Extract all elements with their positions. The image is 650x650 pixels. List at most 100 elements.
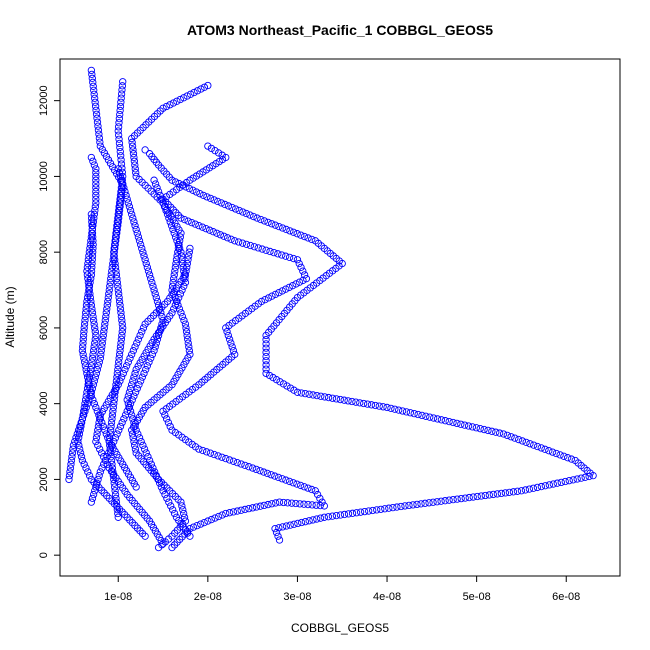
data-point [289, 479, 297, 487]
data-point [89, 396, 97, 404]
data-point [185, 343, 193, 351]
data-point [231, 237, 239, 245]
data-point [283, 382, 291, 390]
data-point [114, 362, 122, 370]
data-point [227, 339, 235, 347]
data-point [159, 199, 167, 207]
data-point [145, 358, 153, 366]
data-point [117, 156, 125, 164]
data-point [229, 508, 238, 516]
data-point [196, 190, 204, 198]
data-point [168, 543, 176, 552]
data-point [473, 492, 481, 501]
data-point [176, 290, 185, 298]
data-point [168, 309, 176, 317]
data-point [105, 286, 113, 294]
data-point [140, 369, 148, 378]
data-point [258, 245, 266, 253]
data-point [118, 164, 126, 172]
data-point [117, 309, 125, 317]
data-point [260, 468, 268, 476]
data-point [97, 449, 106, 457]
data-point [129, 146, 137, 154]
data-point [121, 411, 130, 419]
data-point [124, 358, 132, 366]
data-point [275, 536, 284, 544]
data-point [158, 312, 166, 321]
data-point [169, 225, 177, 234]
data-point [178, 533, 186, 541]
data-point [92, 187, 100, 196]
data-point [320, 502, 328, 510]
data-point [113, 222, 121, 230]
data-point [115, 426, 123, 434]
data-point [176, 237, 184, 245]
data-point [73, 430, 81, 438]
data-point [171, 233, 180, 241]
data-point [114, 131, 123, 139]
data-point [115, 199, 124, 207]
data-point [93, 114, 101, 122]
data-point [119, 324, 127, 332]
data-point [68, 449, 77, 457]
data-point [128, 210, 136, 218]
data-point [79, 343, 87, 351]
data-point [110, 400, 118, 408]
data-point [126, 400, 135, 408]
x-tick-label: 5e-08 [463, 591, 491, 603]
data-point [170, 275, 178, 283]
data-point [74, 437, 82, 446]
data-point [119, 78, 127, 86]
data-point [123, 513, 131, 521]
data-point [159, 316, 167, 324]
data-point [186, 244, 194, 253]
data-point [533, 442, 542, 451]
data-point [262, 361, 270, 369]
data-point [83, 263, 92, 271]
data-point [477, 492, 485, 500]
data-point [204, 142, 212, 150]
data-point [225, 456, 234, 464]
series-1 [159, 142, 328, 552]
data-point [262, 369, 270, 378]
data-point [457, 494, 465, 503]
data-point [125, 203, 134, 211]
data-point [356, 399, 364, 407]
data-point [82, 309, 90, 317]
data-point [88, 358, 96, 366]
data-point [301, 389, 309, 398]
data-point [286, 521, 294, 529]
data-point [80, 328, 88, 336]
data-point [147, 354, 155, 362]
data-point [174, 240, 182, 249]
data-point [83, 297, 91, 306]
data-point [207, 144, 216, 153]
data-point [565, 477, 573, 485]
data-point [92, 168, 100, 177]
data-point [175, 293, 183, 302]
data-point [530, 441, 538, 449]
data-point [501, 489, 510, 497]
data-point [274, 250, 282, 258]
data-point [457, 420, 465, 428]
data-point [164, 418, 173, 427]
data-point [352, 509, 361, 517]
data-point [180, 271, 188, 279]
data-point [488, 427, 496, 435]
data-point [85, 373, 94, 381]
data-point [94, 475, 102, 484]
data-point [192, 188, 201, 196]
data-point [389, 503, 397, 512]
data-point [114, 165, 122, 173]
y-tick-label: 0 [38, 552, 50, 558]
data-point [224, 202, 233, 210]
data-point [106, 282, 114, 290]
data-point [182, 328, 191, 336]
data-point [437, 497, 445, 505]
data-point [449, 418, 457, 427]
data-point [162, 415, 171, 423]
series-0 [141, 146, 597, 544]
data-point [278, 224, 287, 232]
data-point [285, 283, 293, 292]
data-point [118, 331, 126, 340]
